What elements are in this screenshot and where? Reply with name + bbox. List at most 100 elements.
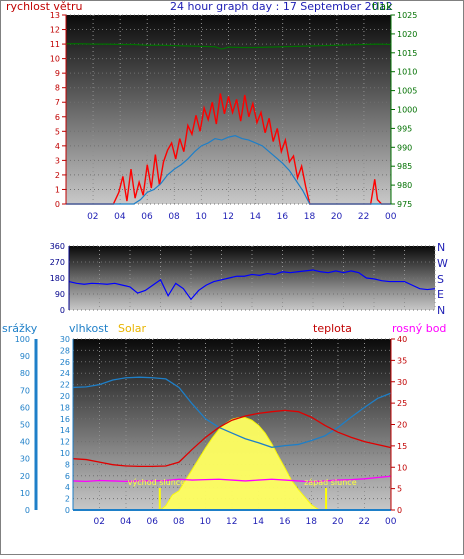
top-xtick-22: 22 [358,212,369,222]
legend-solar: Solar [118,322,147,335]
bot-xtick-20: 20 [332,517,344,527]
bot-humidity-ytick-24: 24 [60,369,70,378]
bot-temp-ytick-30: 30 [397,378,407,387]
bot-humidity-ytick-14: 14 [60,426,70,435]
bot-humidity-ytick-10: 10 [60,449,70,458]
top-xtick-06: 06 [141,212,153,222]
top-left-ytick-1: 1 [55,185,60,194]
top-left-ytick-2: 2 [55,171,60,180]
data-series [66,43,436,511]
top-left-ytick-8: 8 [55,84,60,93]
top-xtick-00: 00 [385,212,397,222]
top-right-ytick-985: 985 [397,162,412,171]
top-xtick-02: 02 [87,212,98,222]
top-left-ytick-6: 6 [55,113,60,122]
bot-humidity-ytick-6: 6 [65,472,70,481]
dir-ytick-0: 0 [60,306,65,315]
bot-xtick-08: 08 [173,517,185,527]
top-left-ytick-13: 13 [50,11,60,20]
bot-xtick-14: 14 [253,517,265,527]
top-right-ytick-990: 990 [397,143,412,152]
bot-rain-ytick-100: 100 [15,335,30,344]
bot-temp-ytick-35: 35 [397,356,407,365]
top-xtick-14: 14 [250,212,262,222]
top-left-ytick-5: 5 [55,127,60,136]
top-xtick-16: 16 [277,212,289,222]
bot-rain-ytick-50: 50 [20,421,30,430]
wind-pressure-plot-area [66,15,391,204]
bot-xtick-10: 10 [200,517,212,527]
bot-rain-ytick-0: 0 [25,506,30,515]
bot-rain-ytick-40: 40 [20,438,30,447]
top-xtick-18: 18 [304,212,316,222]
compass-label-e: E [437,288,444,301]
top-left-ytick-9: 9 [55,69,60,78]
bot-temp-ytick-25: 25 [397,399,407,408]
dir-ytick-270: 270 [50,258,65,267]
bot-xtick-22: 22 [359,517,370,527]
chart-title: 24 hour graph day : 17 September 2012 [170,0,393,13]
bot-temp-ytick-20: 20 [397,421,407,430]
axis-ticks: 02 04 06 08 10 12 14 16 18 20 22 000123456789101112… [15,11,418,527]
series-wind-avg [66,135,391,205]
bot-xtick-18: 18 [306,517,318,527]
top-left-ytick-4: 4 [55,142,60,151]
bot-humidity-ytick-0: 0 [65,506,70,515]
bot-xtick-00: 00 [385,517,397,527]
bot-xtick-06: 06 [147,517,159,527]
dir-ytick-360: 360 [50,242,65,251]
bot-humidity-ytick-2: 2 [65,495,70,504]
top-left-ytick-0: 0 [55,200,60,209]
bot-humidity-ytick-30: 30 [60,335,70,344]
top-xtick-10: 10 [195,212,207,222]
legend-humidity: vlhkost [69,322,109,335]
dir-ytick-180: 180 [50,274,65,283]
bot-humidity-ytick-26: 26 [60,358,70,367]
top-right-ytick-995: 995 [397,124,412,133]
top-right-ytick-975: 975 [397,200,412,209]
series-direction [68,269,436,301]
bot-rain-ytick-20: 20 [20,472,30,481]
top-right-ytick-1025: 1025 [397,11,417,20]
top-left-ytick-11: 11 [50,40,60,49]
series-pressure [66,43,392,50]
bot-humidity-ytick-20: 20 [60,392,70,401]
compass-label-s: S [437,273,444,286]
bot-rain-ytick-70: 70 [20,386,30,395]
top-left-ytick-12: 12 [50,26,60,35]
bot-rain-ytick-60: 60 [20,403,30,412]
dir-ytick-90: 90 [55,290,65,299]
top-right-ytick-980: 980 [397,181,412,190]
top-xtick-20: 20 [331,212,343,222]
bot-rain-ytick-80: 80 [20,369,30,378]
top-xtick-08: 08 [168,212,180,222]
series-temperature [72,409,392,468]
top-xtick-04: 04 [114,212,126,222]
compass-label-n-bottom: N [437,304,445,317]
bot-rain-ytick-30: 30 [20,455,30,464]
bot-temp-ytick-0: 0 [397,506,402,515]
top-right-ytick-1010: 1010 [397,68,417,77]
bot-humidity-ytick-4: 4 [65,483,70,492]
top-left-ytick-7: 7 [55,98,60,107]
bot-temp-ytick-5: 5 [397,485,402,494]
series-dewpoint [72,475,392,483]
bot-xtick-02: 02 [94,517,105,527]
bot-humidity-ytick-8: 8 [65,460,70,469]
grid-lines [66,14,436,511]
compass-label-w: W [437,257,448,270]
bot-rain-ytick-90: 90 [20,352,30,361]
series-humidity [72,376,392,448]
sunrise-annotation: východ slunce [128,478,185,487]
bot-temp-ytick-40: 40 [397,335,407,344]
bot-humidity-ytick-16: 16 [60,415,70,424]
bot-xtick-04: 04 [120,517,132,527]
series-wind-gust [66,93,391,205]
top-left-ytick-10: 10 [50,55,60,64]
top-left-ytick-3: 3 [55,156,60,165]
bot-temp-ytick-10: 10 [397,463,407,472]
bot-temp-ytick-15: 15 [397,442,407,451]
legend-dewpoint: rosný bod [392,322,446,335]
bot-humidity-ytick-28: 28 [60,346,70,355]
